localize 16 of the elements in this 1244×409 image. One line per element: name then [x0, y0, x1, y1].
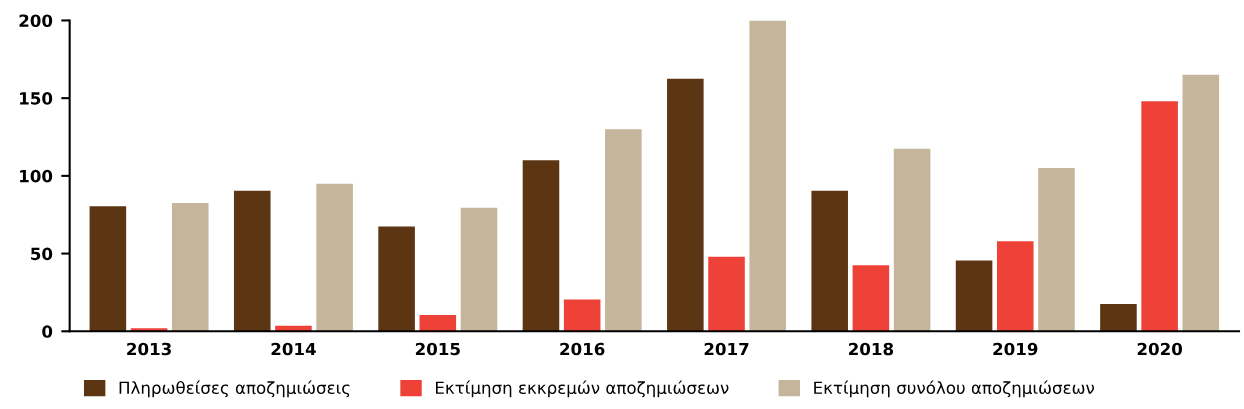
y-tick-label: 50 [31, 247, 53, 261]
legend-label: Εκτίμηση συνόλου αποζημιώσεων [814, 380, 1095, 398]
x-tick-label: 2018 [849, 342, 894, 356]
legend-label: Εκτίμηση εκκρεμών αποζημιώσεων [436, 380, 729, 398]
y-tick-label: 150 [20, 92, 53, 105]
legend-label: Πληρωθείσες αποζημιώσεις [119, 380, 350, 398]
x-tick-label: 2017 [704, 342, 749, 356]
x-tick-label: 2015 [415, 342, 460, 356]
x-tick-label: 2013 [127, 342, 171, 356]
x-tick-label: 2019 [993, 342, 1038, 356]
x-tick-label: 2014 [271, 342, 316, 356]
y-tick-label: 100 [20, 169, 53, 183]
y-tick-label: 200 [19, 14, 53, 28]
x-tick-label: 2016 [560, 342, 605, 356]
x-tick-label: 2020 [1137, 342, 1183, 356]
y-tick-label: 0 [42, 325, 53, 338]
